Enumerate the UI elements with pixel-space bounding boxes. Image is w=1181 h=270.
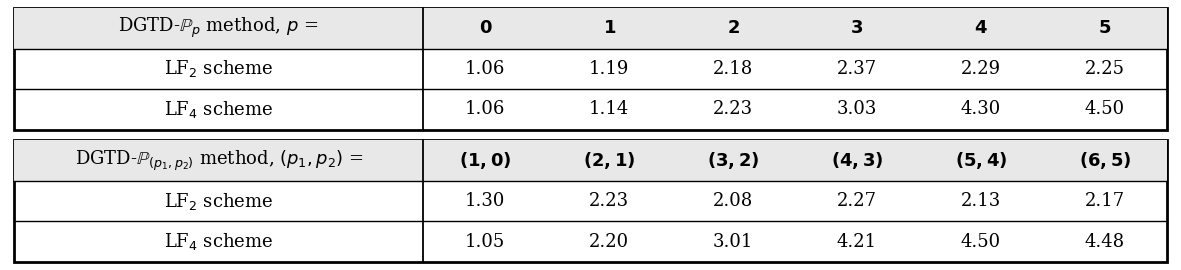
Bar [14,8,1167,49]
Text: $\mathbf{1}$: $\mathbf{1}$ [602,19,615,37]
Text: 3.03: 3.03 [837,100,877,118]
Bar [14,140,1167,181]
Text: 2.08: 2.08 [713,192,753,210]
Text: 2.23: 2.23 [713,100,753,118]
Text: LF$_2$ scheme: LF$_2$ scheme [164,191,273,212]
Text: DGTD-$\mathbb{P}_p$ method, $p$ =: DGTD-$\mathbb{P}_p$ method, $p$ = [118,16,319,40]
Text: LF$_4$ scheme: LF$_4$ scheme [164,99,273,120]
Text: 4.48: 4.48 [1085,233,1125,251]
Text: 2.23: 2.23 [589,192,629,210]
Bar [14,140,1167,262]
Text: $\mathbf{(2,1)}$: $\mathbf{(2,1)}$ [583,150,635,171]
Text: 1.14: 1.14 [589,100,629,118]
Text: 1.05: 1.05 [465,233,505,251]
Text: $\mathbf{(5,4)}$: $\mathbf{(5,4)}$ [954,150,1007,171]
Text: 2.37: 2.37 [837,60,877,78]
Text: 2.25: 2.25 [1085,60,1124,78]
Text: $\mathbf{4}$: $\mathbf{4}$ [974,19,987,37]
Text: $\mathbf{2}$: $\mathbf{2}$ [726,19,739,37]
Text: 2.17: 2.17 [1085,192,1125,210]
Text: $\mathbf{0}$: $\mathbf{0}$ [478,19,492,37]
Text: 2.13: 2.13 [961,192,1001,210]
Text: 3.01: 3.01 [713,233,753,251]
Text: DGTD-$\mathbb{P}_{(p_1,p_2)}$ method, $(p_1,p_2)$ =: DGTD-$\mathbb{P}_{(p_1,p_2)}$ method, $(… [74,148,363,173]
Text: 4.50: 4.50 [1085,100,1125,118]
Text: 2.18: 2.18 [713,60,753,78]
Text: $\mathbf{3}$: $\mathbf{3}$ [850,19,863,37]
Text: 2.29: 2.29 [961,60,1001,78]
Text: 1.30: 1.30 [465,192,505,210]
Text: 1.06: 1.06 [465,60,505,78]
Text: 4.50: 4.50 [961,233,1001,251]
Text: LF$_2$ scheme: LF$_2$ scheme [164,58,273,79]
Text: LF$_4$ scheme: LF$_4$ scheme [164,231,273,252]
Text: 4.21: 4.21 [837,233,877,251]
Text: $\mathbf{(6,5)}$: $\mathbf{(6,5)}$ [1078,150,1131,171]
Text: 4.30: 4.30 [961,100,1001,118]
Bar [14,8,1167,130]
Text: 1.06: 1.06 [465,100,505,118]
Text: $\mathbf{5}$: $\mathbf{5}$ [1098,19,1111,37]
Text: 2.27: 2.27 [837,192,877,210]
Text: 1.19: 1.19 [589,60,629,78]
Text: 2.20: 2.20 [589,233,629,251]
Text: $\mathbf{(4,3)}$: $\mathbf{(4,3)}$ [831,150,883,171]
Text: $\mathbf{(3,2)}$: $\mathbf{(3,2)}$ [707,150,759,171]
Text: $\mathbf{(1,0)}$: $\mathbf{(1,0)}$ [459,150,511,171]
